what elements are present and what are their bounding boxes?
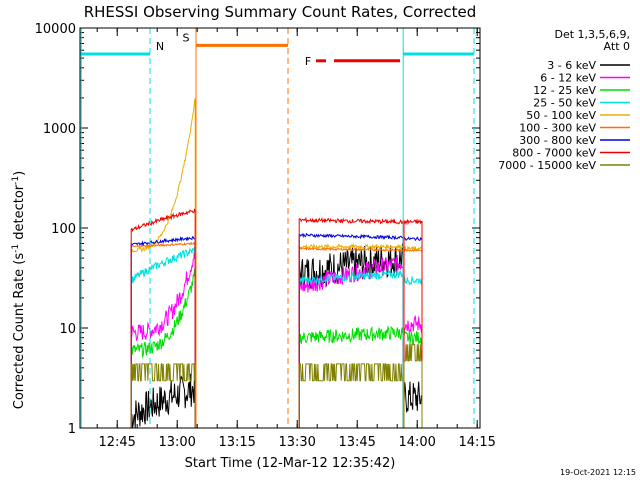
series-line-s5	[298, 246, 404, 428]
flag-label: F	[305, 55, 311, 68]
legend-label: 300 - 800 keV	[519, 134, 596, 147]
x-tick-label: 13:45	[338, 435, 375, 450]
series-line-s7	[130, 208, 196, 428]
series-line-s5	[130, 241, 196, 428]
plot-axes: 1 10 100 1000 10000 12:45 13:00 13:15 13:30 13:45…	[35, 22, 496, 450]
data-series	[130, 98, 423, 429]
flag-bars: N S F	[80, 31, 474, 68]
series-line-s1	[130, 246, 196, 428]
plot-frame	[79, 27, 481, 429]
x-tick-label: 13:00	[158, 435, 195, 450]
legend-label: 800 - 7000 keV	[512, 147, 596, 160]
series-line-s8	[130, 363, 196, 428]
series-line-s7	[403, 218, 423, 428]
y-tick-label: 1000	[43, 122, 76, 137]
series-line-s1	[403, 315, 423, 428]
legend-label: 6 - 12 keV	[540, 72, 596, 85]
series-line-s3	[298, 269, 404, 428]
plot-border	[79, 27, 481, 429]
series-line-s4	[298, 242, 404, 428]
series-line-s7	[298, 216, 404, 428]
legend-label: 50 - 100 keV	[526, 109, 596, 122]
series-line-s8	[298, 363, 404, 428]
y-tick-label: 10000	[35, 22, 76, 37]
series-line-s2	[403, 329, 423, 428]
y-axis-label: Corrected Count Rate (s-1 detector-1)	[11, 171, 27, 409]
flag-label: N	[156, 40, 164, 53]
legend-label: 12 - 25 keV	[533, 84, 596, 97]
series-line-s6	[403, 236, 423, 428]
footer-date: 19-Oct-2021 12:15	[560, 468, 636, 477]
series-line-s4	[130, 98, 196, 428]
series-line-s2	[298, 325, 404, 428]
legend-header: Att 0	[604, 40, 630, 53]
series-line-s6	[298, 232, 404, 428]
x-axis-label: Start Time (12-Mar-12 12:35:42)	[185, 456, 396, 471]
y-tick-label: 100	[51, 222, 76, 237]
legend-label: 7000 - 15000 keV	[498, 159, 596, 172]
legend-label: 25 - 50 keV	[533, 97, 596, 110]
flag-label: S	[183, 31, 190, 44]
legend-label: 100 - 300 keV	[519, 122, 596, 135]
series-line-s1	[298, 254, 404, 428]
y-tick-label: 1	[68, 422, 76, 437]
x-tick-label: 14:00	[398, 435, 435, 450]
legend-header: Det 1,3,5,6,9,	[554, 28, 630, 41]
x-tick-label: 13:15	[218, 435, 255, 450]
series-line-s3	[403, 276, 423, 428]
y-tick-label: 10	[59, 322, 76, 337]
legend-label: 3 - 6 keV	[547, 59, 596, 72]
x-tick-label: 14:15	[458, 435, 495, 450]
x-tick-label: 13:30	[278, 435, 315, 450]
series-line-s2	[130, 269, 196, 428]
event-lines	[80, 28, 475, 428]
series-line-s0	[130, 371, 196, 429]
series-line-s6	[130, 235, 196, 428]
series-line-s0	[403, 381, 423, 428]
series-line-s8	[403, 343, 423, 428]
series-line-s5	[403, 248, 423, 428]
chart-title: RHESSI Observing Summary Count Rates, Co…	[84, 3, 477, 21]
series-line-s3	[130, 247, 196, 428]
x-tick-label: 12:45	[98, 435, 135, 450]
